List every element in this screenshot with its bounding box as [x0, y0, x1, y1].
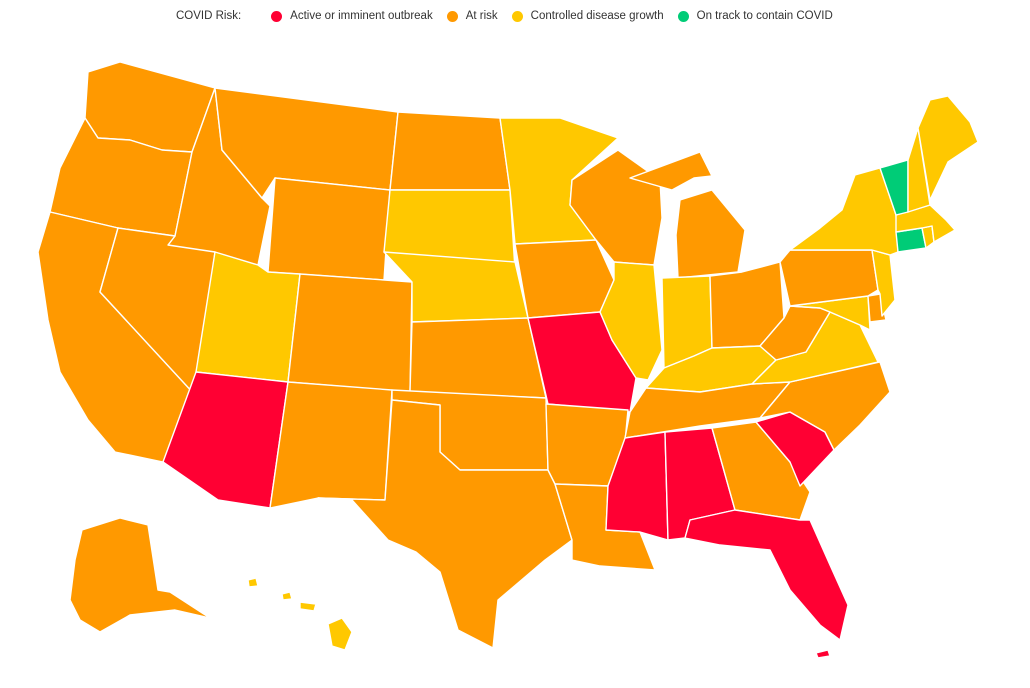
state-north-dakota[interactable] [389, 111, 511, 191]
state-alaska[interactable] [69, 517, 211, 633]
state-massachusetts[interactable] [895, 204, 956, 243]
state-new-mexico[interactable] [269, 381, 393, 509]
state-maine[interactable] [917, 95, 979, 201]
state-iowa[interactable] [514, 239, 615, 319]
state-florida[interactable] [684, 509, 849, 641]
legend-label-on-track: On track to contain COVID [696, 10, 833, 22]
legend-item-at-risk[interactable]: At risk [446, 10, 498, 22]
state-hawaii[interactable] [247, 577, 353, 651]
state-puerto-rico[interactable] [815, 649, 831, 659]
state-new-york[interactable] [789, 167, 899, 256]
state-texas[interactable] [317, 399, 573, 649]
legend-item-controlled[interactable]: Controlled disease growth [511, 10, 664, 22]
legend-title: COVID Risk: [176, 10, 242, 22]
state-arizona[interactable] [162, 371, 289, 509]
states-layer [37, 61, 979, 659]
legend-dot-on-track [677, 10, 689, 22]
legend-item-active[interactable]: Active or imminent outbreak [271, 10, 433, 22]
legend-label-at-risk: At risk [465, 10, 498, 22]
map-legend: COVID Risk: Active or imminent outbreak … [176, 6, 847, 26]
legend-dot-active [271, 10, 283, 22]
state-new-hampshire[interactable] [907, 127, 931, 213]
legend-dot-controlled [511, 10, 523, 22]
legend-dot-at-risk [446, 10, 458, 22]
state-kansas[interactable] [409, 317, 547, 399]
state-wyoming[interactable] [267, 177, 391, 281]
state-colorado[interactable] [287, 273, 413, 393]
legend-label-active: Active or imminent outbreak [290, 10, 433, 22]
state-illinois[interactable] [599, 261, 663, 381]
legend-label-controlled: Controlled disease growth [530, 10, 664, 22]
legend-item-on-track[interactable]: On track to contain COVID [677, 10, 833, 22]
